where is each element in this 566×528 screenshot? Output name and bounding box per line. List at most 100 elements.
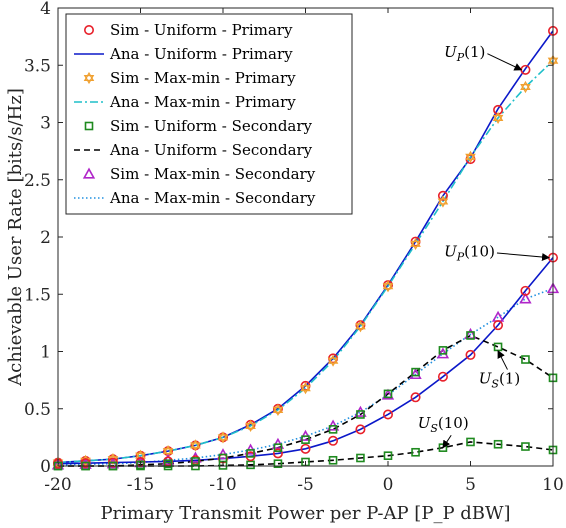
data-point [382, 409, 393, 420]
data-point [382, 280, 394, 290]
annotation-label: US(10) [418, 414, 469, 435]
x-tick-label: -10 [209, 475, 236, 495]
data-point [328, 455, 338, 465]
data-point [437, 371, 448, 382]
data-point [464, 327, 477, 339]
data-point [466, 437, 475, 447]
data-point [410, 237, 421, 247]
legend-label: Ana - Max-min - Primary [109, 93, 296, 111]
annotation-arrow [496, 252, 550, 261]
data-point [191, 457, 200, 466]
data-point [437, 190, 448, 201]
legend-item: Sim - Max-min - Primary [83, 69, 296, 87]
data-point [492, 111, 504, 121]
data-point [163, 459, 173, 469]
data-point [383, 451, 393, 460]
data-point [272, 448, 283, 459]
x-tick-label: 0 [383, 475, 394, 495]
data-point [521, 355, 530, 364]
data-point-b [492, 114, 504, 125]
data-point-b [272, 406, 284, 416]
x-tick-label: 5 [465, 475, 476, 495]
data-point [245, 419, 256, 429]
data-point-b [217, 434, 229, 444]
annotation-label: UP(10) [444, 242, 495, 263]
data-point [465, 349, 476, 360]
data-point [356, 453, 365, 463]
plot-curves [51, 25, 560, 471]
y-tick-label: 1 [40, 343, 51, 363]
legend-marker-sample [82, 167, 96, 179]
data-point [190, 439, 201, 449]
legend-marker-sample-b [83, 74, 95, 85]
data-point-b [520, 83, 531, 94]
data-point [246, 449, 255, 458]
legend-item: Sim - Max-min - Secondary [82, 165, 316, 183]
data-point [328, 435, 339, 446]
y-tick-label: 3 [40, 114, 51, 134]
data-point [519, 292, 532, 304]
data-point [246, 460, 255, 470]
data-point-b [107, 456, 119, 466]
data-point-b [162, 448, 174, 458]
data-point-b [245, 422, 256, 433]
legend: Sim - Uniform - Primary Ana - Uniform - P… [65, 13, 353, 215]
data-point [327, 354, 339, 364]
data-point [383, 389, 393, 399]
y-axis-label: Achievable User Rate [bits/s/Hz] [5, 88, 26, 387]
x-axis-label: Primary Transmit Power per P-AP [P_P dBW… [100, 503, 510, 524]
series-line [57, 60, 554, 464]
annotation-arrow [442, 434, 452, 449]
legend-item: Ana - Max-min - Secondary [74, 189, 316, 207]
data-point [409, 367, 422, 380]
legend-item: Sim - Uniform - Secondary [84, 117, 313, 135]
legend-item: Ana - Uniform - Primary [74, 45, 293, 63]
data-point-b [465, 153, 476, 163]
y-tick-label: 2 [40, 228, 51, 248]
data-point [356, 410, 365, 419]
x-tick-label: -5 [297, 475, 314, 495]
annotation-arrow [497, 350, 508, 370]
x-tick-label: -15 [127, 475, 154, 495]
axis-ticks: -20 -15 -10 -5 0 5 10 0 0.5 1 1.5 2 2.5 3 3.5 4 [24, 0, 564, 495]
annotation-label: US(1) [479, 370, 520, 391]
series-line [57, 287, 554, 466]
legend-marker-sample [84, 121, 94, 131]
y-tick-label: 0 [40, 457, 51, 477]
data-point [273, 459, 283, 469]
data-point [272, 403, 284, 413]
legend-label: Sim - Max-min - Secondary [110, 165, 316, 183]
data-point [493, 439, 503, 449]
data-point [381, 388, 395, 400]
data-point-b [135, 452, 146, 462]
data-point [411, 447, 420, 457]
x-tick-label: 10 [542, 475, 564, 495]
data-point-b [355, 323, 366, 333]
data-point [355, 424, 366, 435]
y-tick-label: 0.5 [24, 400, 51, 420]
legend-label: Sim - Uniform - Secondary [110, 117, 313, 135]
y-tick-label: 4 [40, 0, 51, 19]
legend-item: Ana - Uniform - Secondary [74, 141, 313, 159]
data-point [465, 150, 476, 160]
annotation-arrow [487, 53, 523, 71]
data-point [521, 442, 530, 451]
data-point [520, 285, 531, 296]
data-point-b [382, 283, 394, 293]
legend-label: Ana - Max-min - Secondary [109, 189, 316, 207]
data-point [217, 431, 229, 441]
legend-label: Ana - Uniform - Secondary [109, 141, 313, 159]
y-tick-label: 2.5 [24, 171, 51, 191]
data-point [273, 443, 283, 452]
x-tick-label: -20 [44, 475, 71, 495]
data-point [493, 320, 504, 331]
data-point-b [300, 385, 311, 395]
data-point-b [410, 240, 421, 250]
data-point [328, 425, 338, 434]
legend-marker-sample [84, 24, 95, 35]
data-point [107, 453, 119, 463]
data-point-b [437, 198, 449, 208]
data-point [301, 435, 310, 444]
data-point-b [327, 357, 339, 367]
